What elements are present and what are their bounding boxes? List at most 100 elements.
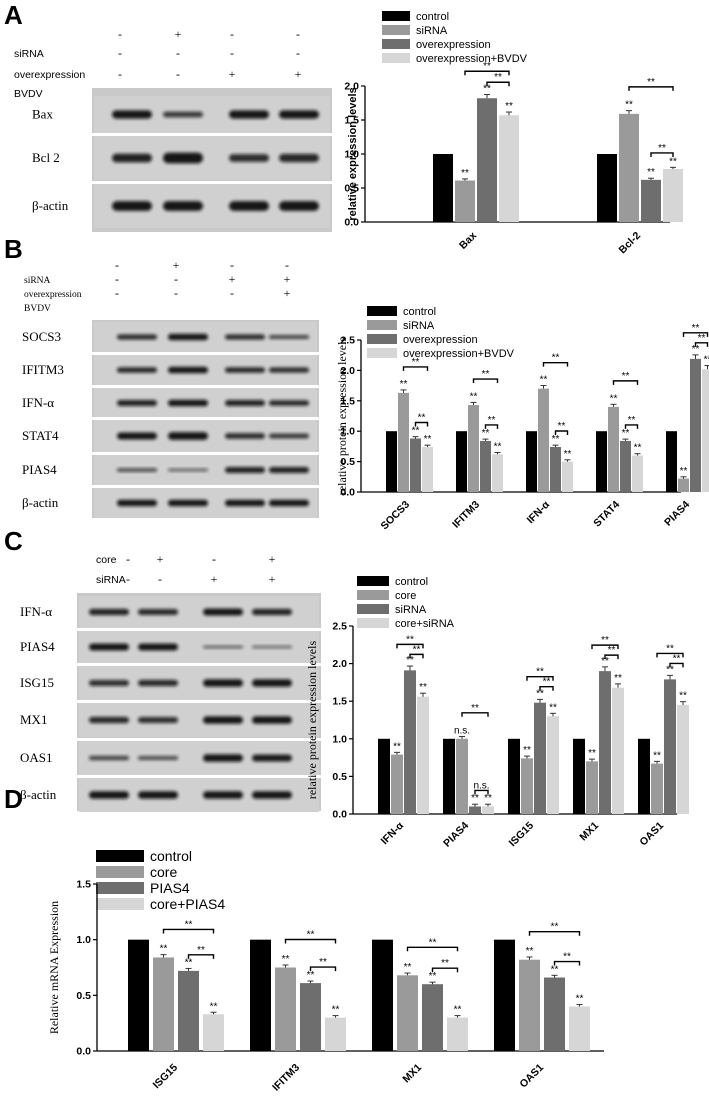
- blot-band: [117, 334, 157, 340]
- significance-bracket: [474, 789, 489, 795]
- blot-band: [89, 680, 129, 686]
- significance-bracket: [591, 644, 619, 650]
- bracket-label: **: [319, 957, 327, 968]
- blot-band: [252, 608, 292, 616]
- blot-band: [89, 716, 129, 724]
- blot-band: [225, 499, 265, 507]
- legend-swatch: [382, 11, 410, 21]
- bar: [469, 806, 481, 814]
- significance-label: **: [679, 691, 687, 702]
- y-axis-title: relative protein expression levels: [335, 337, 349, 496]
- significance-bracket: [402, 366, 429, 371]
- bar: [447, 1017, 468, 1051]
- bar: [664, 679, 676, 814]
- bar: [378, 738, 390, 814]
- condition-sign: -: [285, 258, 289, 272]
- significance-label: **: [400, 379, 408, 390]
- legend-swatch: [367, 320, 397, 330]
- chart-c: control core siRNA core+siRNA relative prote…: [305, 576, 689, 850]
- bracket-label: **: [197, 945, 205, 956]
- significance-bracket: [539, 686, 554, 691]
- significance-label: **: [564, 449, 572, 460]
- bracket-label: **: [412, 357, 420, 368]
- blot-band: [89, 791, 129, 799]
- blot-band: [229, 154, 269, 162]
- bar: [596, 431, 607, 492]
- condition-sign: -: [176, 46, 180, 60]
- significance-label: **: [282, 954, 290, 965]
- blot-band: [203, 791, 243, 799]
- significance-label: **: [424, 434, 432, 445]
- significance-label: **: [307, 970, 315, 981]
- significance-label: **: [576, 993, 584, 1004]
- y-tick-label: 1.5: [344, 115, 359, 127]
- significance-label: **: [160, 944, 168, 955]
- significance-label: **: [551, 964, 559, 975]
- blot-band: [112, 201, 152, 211]
- bracket-label: **: [441, 958, 449, 969]
- blot-band: [168, 468, 208, 472]
- bar: [632, 455, 643, 492]
- condition-sign: -: [296, 27, 300, 41]
- significance-bracket: [650, 152, 674, 157]
- blot-band: [117, 499, 157, 507]
- x-tick-label: SOCS3: [378, 499, 412, 533]
- significance-bracket: [484, 424, 499, 429]
- significance-label: **: [540, 375, 548, 386]
- bracket-label: **: [429, 937, 437, 948]
- y-axis-title: relative protein expression levels: [305, 641, 319, 800]
- significance-label: **: [505, 101, 513, 112]
- condition-label: core: [96, 554, 117, 566]
- bracket-label: **: [488, 415, 496, 426]
- bar: [573, 738, 585, 814]
- significance-bracket: [461, 712, 489, 717]
- bar: [550, 447, 561, 492]
- blot-row-label: β-actin: [22, 495, 59, 510]
- blot-band: [168, 399, 208, 407]
- bar: [521, 758, 533, 814]
- blot-band: [138, 679, 178, 687]
- blot-row-label: Bcl 2: [32, 150, 60, 165]
- bracket-label: **: [536, 667, 544, 678]
- legend-swatch: [382, 25, 410, 35]
- significance-label: **: [332, 1005, 340, 1016]
- legend-entry: core+PIAS4: [150, 896, 225, 912]
- bar: [547, 716, 559, 814]
- significance-label: **: [634, 443, 642, 454]
- bar: [456, 431, 467, 492]
- blot-row-label: ISG15: [20, 675, 54, 690]
- blot-band: [112, 153, 152, 163]
- significance-label: **: [419, 682, 427, 693]
- bar: [663, 168, 683, 222]
- bar: [666, 431, 677, 492]
- significance-label: **: [454, 1005, 462, 1016]
- legend-entry: PIAS4: [150, 880, 190, 896]
- bar: [397, 975, 418, 1051]
- legend-swatch: [382, 53, 410, 63]
- bracket-label: **: [413, 644, 421, 655]
- significance-label: **: [210, 1001, 218, 1012]
- y-tick-label: 1.0: [340, 426, 355, 438]
- significance-label: **: [666, 664, 674, 675]
- significance-label: **: [692, 344, 700, 355]
- bracket-label: **: [558, 421, 566, 432]
- condition-label: siRNA: [14, 48, 44, 60]
- condition-sign: +: [229, 272, 236, 286]
- condition-sign: +: [295, 67, 302, 81]
- significance-bracket: [624, 424, 639, 429]
- y-tick-label: 1.5: [76, 879, 91, 891]
- blot-band: [269, 400, 309, 406]
- significance-bracket: [656, 652, 684, 658]
- legend-entry: core: [395, 590, 416, 602]
- significance-bracket: [187, 954, 215, 959]
- significance-bracket: [406, 946, 459, 952]
- blot-band: [229, 201, 269, 211]
- blot-row-label: IFN-α: [22, 395, 54, 410]
- blot-band: [138, 643, 178, 651]
- bar: [544, 977, 565, 1051]
- y-tick-label: 1.0: [344, 149, 359, 161]
- blot-band: [168, 333, 208, 341]
- condition-sign: -: [115, 272, 119, 286]
